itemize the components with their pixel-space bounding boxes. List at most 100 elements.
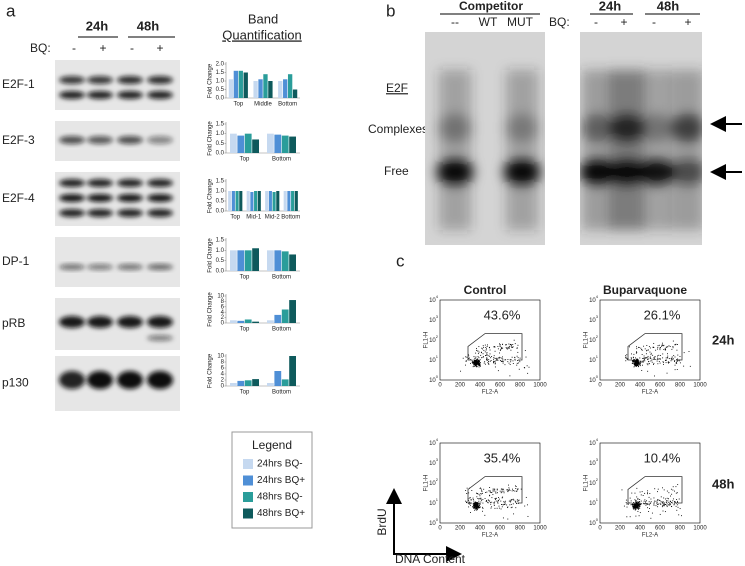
flow-dot xyxy=(466,502,467,504)
blot xyxy=(55,60,180,110)
x-tick-label: 200 xyxy=(455,383,466,389)
flow-dot xyxy=(647,364,649,366)
flow-dots xyxy=(625,340,691,377)
flow-dot xyxy=(657,346,659,348)
flow-dot xyxy=(626,354,628,356)
bar xyxy=(263,74,268,98)
flow-dot xyxy=(487,359,489,361)
band xyxy=(117,194,143,202)
flow-dot xyxy=(481,490,483,492)
flow-dot xyxy=(516,362,518,364)
band xyxy=(59,179,85,187)
flow-dot xyxy=(498,357,500,359)
flow-dot xyxy=(475,359,477,361)
flow-dot xyxy=(660,501,662,503)
x-tick-label: 1000 xyxy=(693,383,707,389)
x-tick-label: Bottom xyxy=(272,157,291,163)
band-label: E2F xyxy=(386,81,408,95)
flow-dot xyxy=(641,349,643,351)
flow-plot xyxy=(599,299,701,381)
flow-dot xyxy=(485,348,487,350)
flow-dot xyxy=(468,499,470,501)
flow-dot xyxy=(496,507,498,509)
flow-dot xyxy=(514,500,516,502)
bar xyxy=(267,250,274,271)
flow-dot xyxy=(502,347,504,349)
bar xyxy=(253,81,258,98)
bar xyxy=(246,191,250,211)
flow-dot xyxy=(636,507,638,509)
flow-dot xyxy=(502,361,504,363)
complex-band xyxy=(610,114,644,142)
flow-dot xyxy=(479,364,480,366)
flow-dot xyxy=(668,498,669,500)
flow-dot xyxy=(634,363,636,365)
flow-dot xyxy=(658,354,660,356)
bar xyxy=(292,89,298,98)
flow-dot xyxy=(635,363,637,365)
flow-dot xyxy=(477,503,479,505)
flow-dot xyxy=(502,517,504,519)
x-axis-label: FL2-A xyxy=(482,390,498,396)
band xyxy=(117,136,143,144)
tick-exp: 1 xyxy=(596,354,599,359)
bq-sign: - xyxy=(130,41,134,55)
y-tick-label: 1.5 xyxy=(216,238,225,244)
flow-dot xyxy=(473,361,475,363)
y-tick-label: 0 xyxy=(221,321,225,327)
flow-dot xyxy=(511,499,513,501)
flow-dot xyxy=(514,357,516,359)
y-tick-label: 103 xyxy=(429,314,439,324)
flow-dot xyxy=(475,503,477,505)
flow-dot xyxy=(637,504,639,506)
x-axis-label: FL2-A xyxy=(482,533,498,539)
flow-dot xyxy=(653,500,655,502)
flow-dot xyxy=(675,502,677,503)
complex-band xyxy=(671,114,702,142)
flow-dot xyxy=(677,354,679,356)
gate xyxy=(467,333,523,361)
flow-dot xyxy=(491,492,493,494)
flow-dot xyxy=(471,359,473,361)
flow-dot xyxy=(666,346,668,348)
y-tick-label: 1.5 xyxy=(216,122,225,128)
flow-dot xyxy=(641,369,643,371)
flow-dot xyxy=(497,492,498,494)
flow-dot xyxy=(638,515,640,517)
flow-dot xyxy=(474,361,476,363)
flow-dot xyxy=(638,362,640,364)
quant-title: Band xyxy=(248,11,278,26)
flow-dot xyxy=(481,347,483,349)
flow-dot xyxy=(634,507,636,509)
flow-dot xyxy=(477,493,479,495)
tick-exp: 3 xyxy=(596,457,599,462)
flow-dot xyxy=(653,359,655,360)
flow-dot xyxy=(639,503,641,505)
flow-dot xyxy=(625,355,626,357)
flow-dot xyxy=(635,501,637,503)
flow-dot xyxy=(477,505,479,507)
band xyxy=(87,316,113,328)
flow-dot xyxy=(479,506,481,508)
flow-dot xyxy=(516,364,518,366)
flow-dot xyxy=(466,493,468,494)
y-tick-label: 4 xyxy=(221,372,225,378)
flow-dot xyxy=(656,360,658,362)
flow-dot xyxy=(678,498,680,500)
flow-dot xyxy=(656,500,658,502)
flow-dot xyxy=(475,364,477,366)
flow-dot xyxy=(664,360,666,361)
flow-dot xyxy=(630,500,632,502)
flow-dot xyxy=(481,499,483,501)
x-tick-label: 200 xyxy=(615,526,626,532)
flow-dot xyxy=(479,364,481,366)
flow-dot xyxy=(647,507,649,509)
bq-sign: - xyxy=(594,15,598,29)
x-tick-label: Mid-2 xyxy=(265,215,281,221)
flow-dot xyxy=(512,503,514,505)
flow-dot xyxy=(659,502,661,504)
flow-dot xyxy=(645,503,647,505)
bar xyxy=(231,191,235,211)
flow-dot xyxy=(637,361,639,363)
flow-dot xyxy=(507,518,509,520)
